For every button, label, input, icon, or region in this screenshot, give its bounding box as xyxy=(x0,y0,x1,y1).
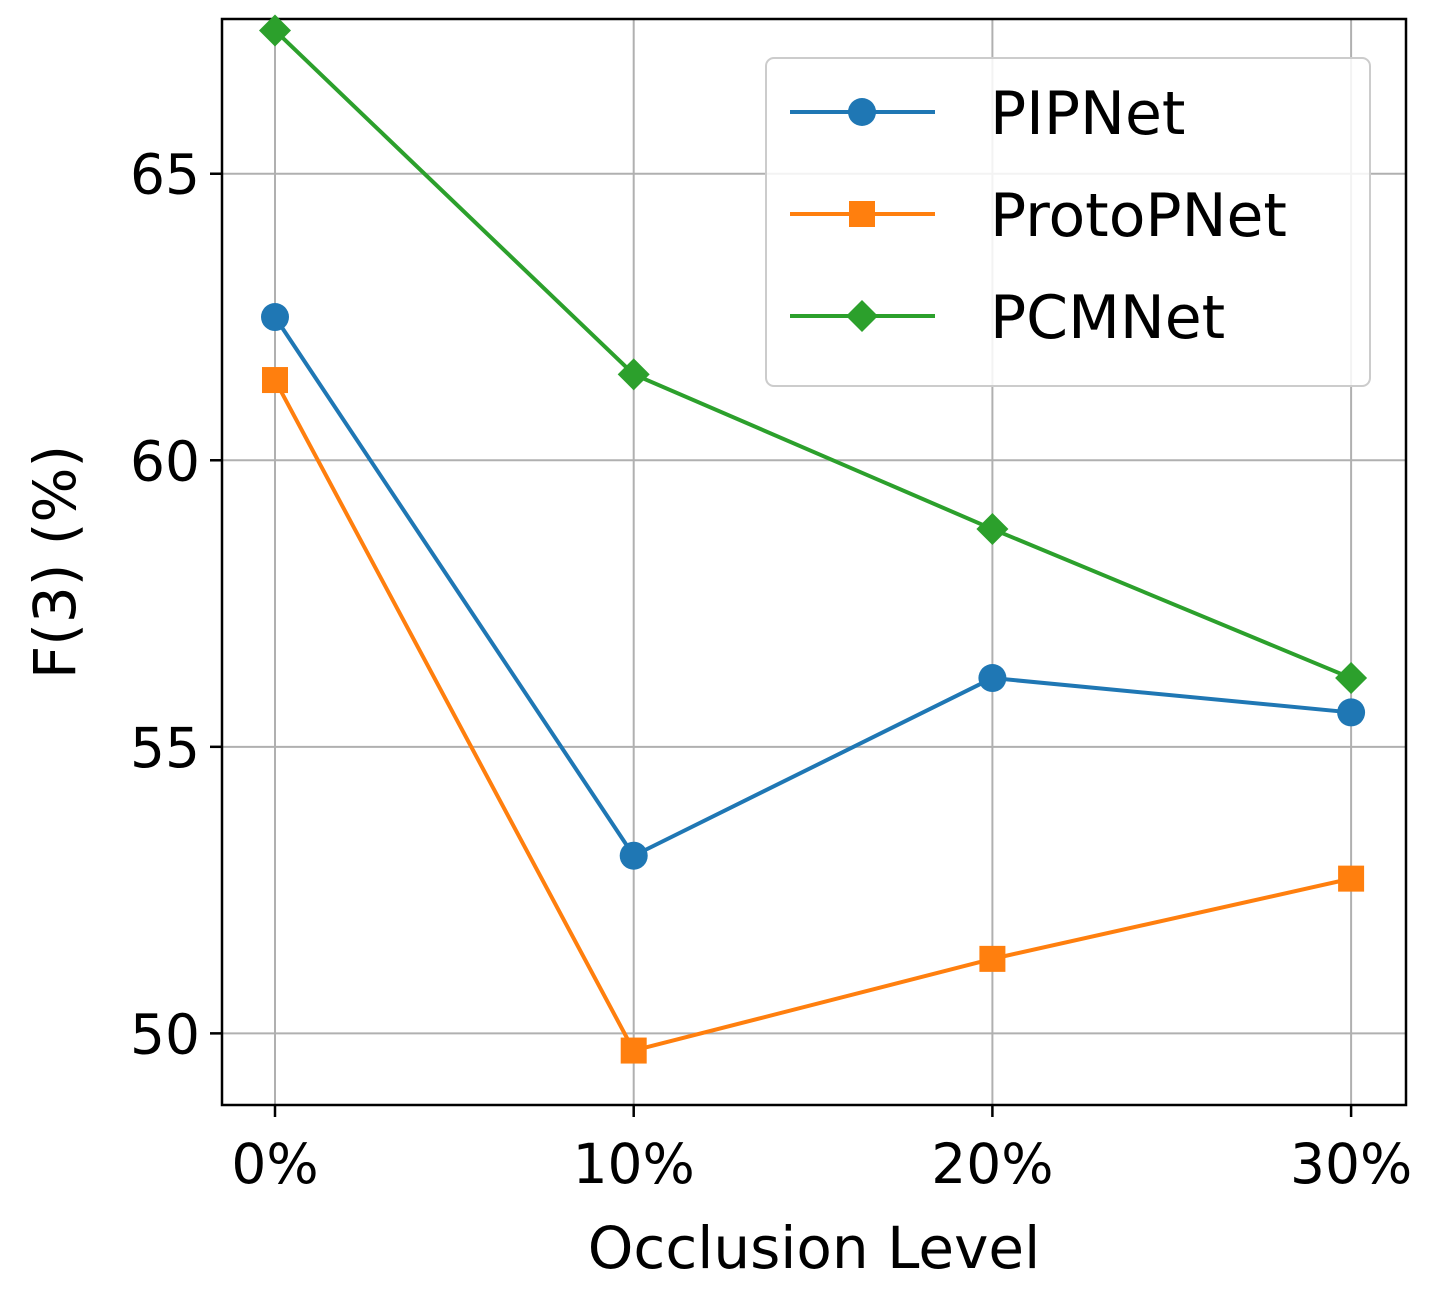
legend-label: ProtoPNet xyxy=(990,181,1287,251)
data-point xyxy=(619,841,648,870)
y-tick-label: 55 xyxy=(130,716,200,780)
data-point xyxy=(976,513,1009,546)
data-point xyxy=(978,664,1007,693)
axis-ticks: 0% 10% 20% 30% 50 55 60 65 xyxy=(130,143,1412,1196)
x-tick-label: 30% xyxy=(1290,1132,1412,1196)
y-axis-title: F(3) (%) xyxy=(21,445,89,679)
data-point xyxy=(979,945,1006,972)
data-point xyxy=(262,367,288,394)
legend-swatch-marker xyxy=(849,201,875,227)
legend: PIPNet ProtoPNet PCMNet xyxy=(765,57,1371,387)
x-tick-label: 10% xyxy=(573,1132,695,1196)
legend-swatch-marker xyxy=(848,98,876,126)
data-point xyxy=(259,14,291,47)
legend-label: PCMNet xyxy=(990,283,1225,353)
x-axis-title: Occlusion Level xyxy=(588,1214,1040,1282)
y-tick-label: 65 xyxy=(130,143,200,207)
series-pipnet xyxy=(261,303,1366,870)
data-point xyxy=(1338,865,1365,892)
series-layer xyxy=(259,14,1368,1064)
data-point xyxy=(617,358,650,391)
series-line xyxy=(273,29,1352,680)
plot-area-frame xyxy=(220,17,1408,1107)
data-point xyxy=(1335,662,1368,695)
data-point xyxy=(1337,698,1366,727)
legend-label: PIPNet xyxy=(990,79,1185,149)
series-line xyxy=(273,315,1352,858)
y-tick-label: 60 xyxy=(130,429,200,493)
x-tick-label: 0% xyxy=(231,1132,318,1196)
series-pcmnet xyxy=(259,14,1368,695)
y-tick-label: 50 xyxy=(130,1002,200,1066)
legend-box xyxy=(765,57,1371,387)
data-point xyxy=(261,303,289,332)
legend-swatch-marker xyxy=(846,300,878,332)
series-protopnet xyxy=(262,367,1365,1064)
series-line xyxy=(273,379,1352,1053)
data-point xyxy=(620,1037,647,1064)
x-tick-label: 20% xyxy=(931,1132,1053,1196)
